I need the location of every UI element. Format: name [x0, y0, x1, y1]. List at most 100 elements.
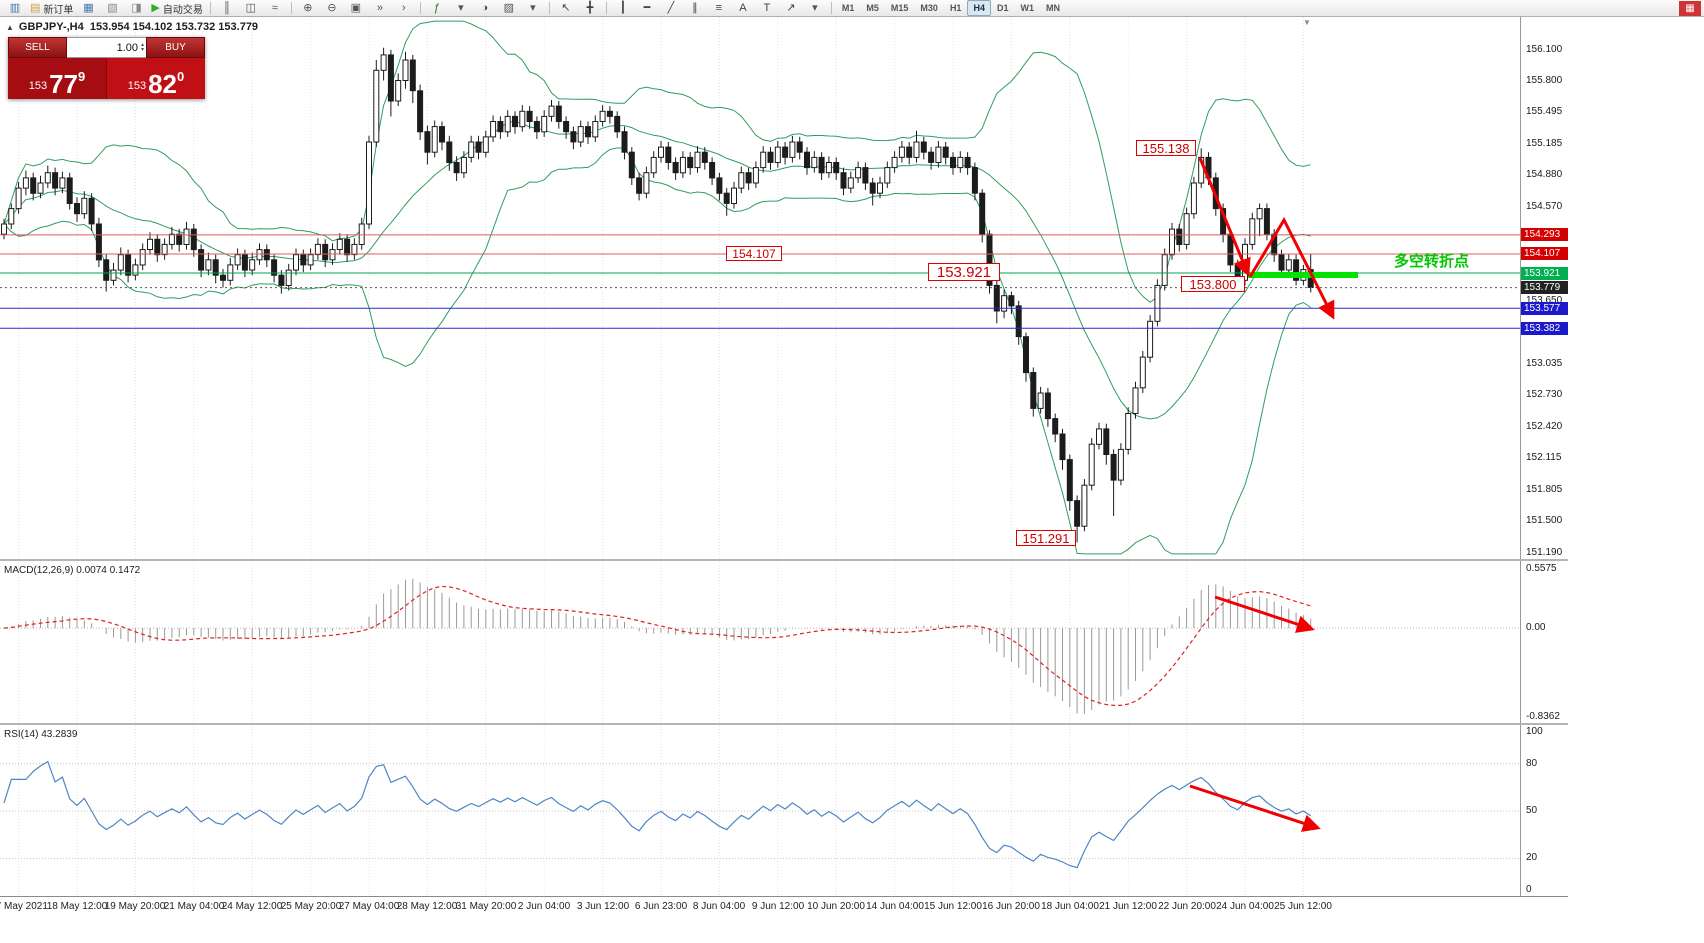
sell-price-big: 77 — [49, 69, 79, 99]
trend-arrow[interactable] — [1214, 595, 1315, 633]
highlight-bar[interactable] — [1248, 272, 1358, 278]
new-order-button[interactable]: ▤ 新订单 — [27, 0, 76, 17]
macd-axis-label: -0.8362 — [1526, 711, 1560, 722]
autotrading-button[interactable]: ▶ 自动交易 — [148, 0, 205, 17]
fibonacci-icon[interactable]: ≡ — [707, 0, 731, 17]
trend-arrow[interactable] — [1189, 784, 1321, 832]
crosshair-icon: ╋ — [586, 2, 594, 14]
chart-shift-marker-icon: ▼ — [1303, 18, 1311, 27]
timeframe-m15[interactable]: M15 — [890, 3, 909, 13]
macd-indicator-label: MACD(12,26,9) 0.0074 0.1472 — [4, 565, 141, 576]
price-axis-label: 155.800 — [1526, 75, 1563, 86]
zoom-out-icon: ⊖ — [327, 2, 337, 14]
trend-arrow[interactable] — [1198, 157, 1251, 277]
price-callout[interactable]: 155.138 — [1136, 140, 1196, 156]
crosshair-icon[interactable]: ╋ — [578, 0, 602, 17]
price-axis-label: 154.570 — [1526, 201, 1563, 212]
cursor-icon[interactable]: ↖ — [554, 0, 578, 17]
time-axis-label: 28 May 12:00 — [396, 901, 458, 912]
macd-signal-line — [3, 585, 1311, 706]
rsi-axis-label: 20 — [1526, 852, 1538, 863]
templates-dropdown-icon[interactable]: ▾ — [521, 0, 545, 17]
time-axis-label: 19 May 20:00 — [104, 901, 166, 912]
trend-arrow[interactable] — [1248, 216, 1335, 320]
lot-size-field[interactable]: 1.00 ▴ ▾ — [67, 37, 146, 58]
rsi-axis-label: 50 — [1526, 805, 1538, 816]
profiles-icon[interactable]: ▧ — [100, 0, 124, 17]
window-controls-red[interactable]: ▦ — [1679, 0, 1701, 16]
zoom-in-icon: ⊕ — [303, 2, 313, 14]
lot-step-down-icon[interactable]: ▾ — [140, 46, 144, 53]
lot-stepper[interactable]: ▴ ▾ — [140, 42, 144, 53]
one-click-collapse-icon[interactable]: ▲ — [6, 22, 14, 32]
zoom-in-icon[interactable]: ⊕ — [296, 0, 320, 17]
timeframe-w1[interactable]: W1 — [1020, 3, 1034, 13]
indicators-icon[interactable]: ƒ — [425, 0, 449, 17]
horizontal-line-objects[interactable] — [0, 234, 1520, 329]
periods-dropdown-icon[interactable]: ◑ — [473, 0, 497, 17]
timeframe-mn[interactable]: MN — [1045, 3, 1060, 13]
price-callout[interactable]: 151.291 — [1016, 530, 1076, 546]
price-callout[interactable]: 154.107 — [726, 246, 782, 261]
label-icon[interactable]: T — [755, 0, 779, 17]
price-callout[interactable]: 153.800 — [1181, 276, 1245, 292]
templates-dropdown-icon: ▾ — [530, 2, 536, 14]
chart-window-icon[interactable]: ▥ — [3, 0, 27, 17]
time-axis-label: 10 Jun 20:00 — [807, 901, 865, 912]
buy-price[interactable]: 153 82 0 — [107, 58, 205, 99]
templates-icon[interactable]: ▨ — [497, 0, 521, 17]
arrows-dropdown-icon[interactable]: ▾ — [803, 0, 827, 17]
chart-symbol-ohlc: ▲ GBPJPY-,H4 153.954 154.102 153.732 153… — [6, 21, 258, 33]
chart-grid-icon: ▦ — [83, 2, 94, 14]
arrows-icon[interactable]: ↗ — [779, 0, 803, 17]
sell-button[interactable]: SELL — [8, 37, 67, 58]
price-axis-box: 153.921 — [1521, 267, 1568, 280]
periods-dropdown-icon: ◑ — [481, 2, 489, 14]
time-axis-label: 31 May 20:00 — [455, 901, 517, 912]
arrows-dropdown-icon: ▾ — [812, 2, 818, 14]
panel-divider-macd[interactable] — [0, 559, 1568, 561]
data-window-icon[interactable]: ◨ — [124, 0, 148, 17]
timeframe-h4[interactable]: H4 — [967, 0, 991, 16]
text-icon[interactable]: A — [731, 0, 755, 17]
chart-shift-icon[interactable]: › — [392, 0, 416, 17]
channel-icon[interactable]: ∥ — [683, 0, 707, 17]
tile-windows-icon[interactable]: ▣ — [344, 0, 368, 17]
profiles-icon: ▧ — [107, 2, 118, 14]
price-axis-label: 156.100 — [1526, 44, 1563, 55]
auto-scroll-icon[interactable]: » — [368, 0, 392, 17]
timeframe-h1[interactable]: H1 — [949, 3, 962, 13]
indicators-dropdown-icon[interactable]: ▾ — [449, 0, 473, 17]
zoom-out-icon[interactable]: ⊖ — [320, 0, 344, 17]
toolbar-separator — [209, 2, 211, 14]
timeframe-m5[interactable]: M5 — [866, 3, 879, 13]
turning-point-label[interactable]: 多空转折点 — [1394, 253, 1470, 270]
buy-button[interactable]: BUY — [146, 37, 205, 58]
timeframe-m1[interactable]: M1 — [841, 3, 855, 13]
vertical-line-icon[interactable]: ┃ — [611, 0, 635, 17]
panel-divider-rsi[interactable] — [0, 723, 1568, 725]
sell-price-prefix: 153 — [28, 80, 48, 92]
price-callout[interactable]: 153.921 — [928, 263, 1000, 281]
time-axis-label: 2 Jun 04:00 — [517, 901, 571, 912]
trendline-icon[interactable]: ╱ — [659, 0, 683, 17]
time-axis-label: 27 May 04:00 — [338, 901, 400, 912]
sell-price[interactable]: 153 77 9 — [8, 58, 107, 99]
time-axis-label: 15 Jun 12:00 — [924, 901, 982, 912]
timeframe-m30[interactable]: M30 — [920, 3, 938, 13]
line-chart-icon[interactable]: ≈ — [263, 0, 287, 17]
time-axis-label: 21 May 04:00 — [163, 901, 225, 912]
data-window-icon: ◨ — [131, 2, 142, 14]
horizontal-line-icon[interactable]: ━ — [635, 0, 659, 17]
symbol-ohlc-text: GBPJPY-,H4 153.954 154.102 153.732 153.7… — [18, 21, 259, 33]
macd-axis-label: 0.5575 — [1526, 563, 1557, 574]
toolbar-separator — [548, 2, 550, 14]
candlestick-chart-icon[interactable]: ◫ — [239, 0, 263, 17]
timeframe-d1[interactable]: D1 — [996, 3, 1009, 13]
chart-grid-icon[interactable]: ▦ — [76, 0, 100, 17]
price-axis-label: 151.500 — [1526, 515, 1563, 526]
bar-chart-icon[interactable]: ║ — [215, 0, 239, 17]
